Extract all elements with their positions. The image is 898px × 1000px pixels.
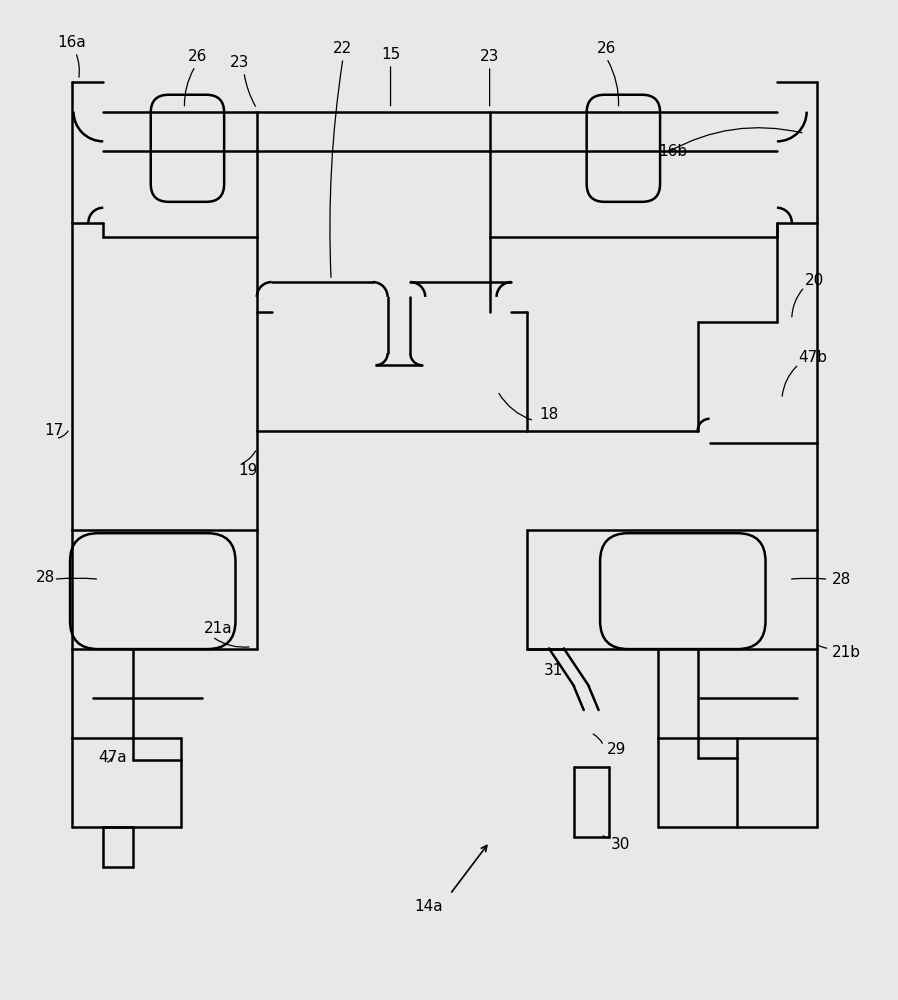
Text: 14a: 14a (414, 899, 443, 914)
Text: 23: 23 (230, 55, 250, 70)
Text: 18: 18 (539, 407, 559, 422)
Text: 23: 23 (480, 49, 499, 64)
Text: 17: 17 (44, 423, 64, 438)
Text: 21a: 21a (204, 621, 233, 636)
Text: 16b: 16b (658, 144, 687, 159)
Text: 29: 29 (606, 742, 626, 757)
Text: 28: 28 (36, 570, 56, 585)
Text: 19: 19 (238, 463, 258, 478)
Text: 31: 31 (543, 663, 563, 678)
Text: 28: 28 (832, 572, 850, 587)
Text: 22: 22 (333, 41, 353, 56)
Text: 16a: 16a (57, 35, 86, 50)
Text: 47b: 47b (798, 350, 828, 365)
Text: 30: 30 (611, 837, 629, 852)
FancyBboxPatch shape (600, 533, 765, 649)
FancyBboxPatch shape (586, 95, 660, 202)
Text: 15: 15 (381, 47, 401, 62)
Text: 26: 26 (597, 41, 616, 56)
FancyBboxPatch shape (70, 533, 235, 649)
Text: 21b: 21b (832, 645, 860, 660)
Text: 47a: 47a (98, 750, 127, 765)
Text: 20: 20 (805, 273, 824, 288)
FancyBboxPatch shape (151, 95, 224, 202)
Text: 26: 26 (188, 49, 207, 64)
